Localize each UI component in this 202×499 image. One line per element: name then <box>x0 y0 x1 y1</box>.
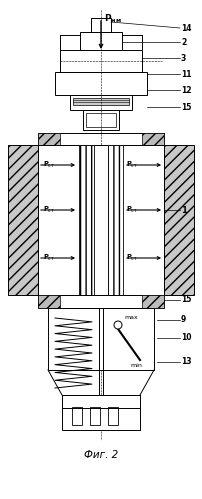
Text: $\mathbf{P_{\mathregular{ст}}}$: $\mathbf{P_{\mathregular{ст}}}$ <box>43 253 55 263</box>
Bar <box>38 295 164 308</box>
Bar <box>79 145 94 295</box>
Bar <box>80 32 122 50</box>
Bar <box>55 72 147 95</box>
Bar <box>142 295 164 308</box>
Circle shape <box>114 321 122 329</box>
Text: $\mathbf{P_{\mathregular{ст}}}$: $\mathbf{P_{\mathregular{ст}}}$ <box>126 253 138 263</box>
Bar <box>38 295 60 308</box>
Bar <box>142 133 164 145</box>
Text: 2: 2 <box>181 37 186 46</box>
Text: $\mathbf{P_{\mathregular{ст}}}$: $\mathbf{P_{\mathregular{ст}}}$ <box>43 160 55 170</box>
Text: 10: 10 <box>181 333 191 342</box>
Bar <box>108 145 123 295</box>
Bar <box>38 145 164 295</box>
Bar <box>48 308 154 370</box>
Text: $\mathbf{P_{\mathregular{ст}}}$: $\mathbf{P_{\mathregular{ст}}}$ <box>126 205 138 215</box>
Text: 13: 13 <box>181 357 191 366</box>
Text: max: max <box>124 315 138 320</box>
Bar <box>164 145 194 295</box>
Text: 11: 11 <box>181 69 191 78</box>
Text: 15: 15 <box>181 102 191 111</box>
Bar <box>91 18 111 32</box>
Bar <box>8 145 38 295</box>
Bar <box>60 50 142 72</box>
Text: 1: 1 <box>181 206 187 215</box>
Text: 15: 15 <box>181 295 191 304</box>
Bar <box>62 395 140 430</box>
Text: min: min <box>130 363 142 368</box>
Text: $\mathbf{P_{\mathregular{ст}}}$: $\mathbf{P_{\mathregular{ст}}}$ <box>43 205 55 215</box>
Text: 9: 9 <box>181 315 186 324</box>
Text: 3: 3 <box>181 53 186 62</box>
Bar <box>73 98 129 105</box>
Bar <box>70 95 132 110</box>
Bar <box>83 110 119 130</box>
Bar <box>38 133 164 145</box>
Text: $\mathbf{P_{\mathregular{ст}}}$: $\mathbf{P_{\mathregular{ст}}}$ <box>126 160 138 170</box>
Text: Фиг. 2: Фиг. 2 <box>84 450 118 460</box>
Bar <box>38 133 60 145</box>
Bar <box>72 407 82 425</box>
Text: 14: 14 <box>181 23 191 32</box>
Text: $\mathbf{P_{\mathregular{нм}}}$: $\mathbf{P_{\mathregular{нм}}}$ <box>104 12 122 24</box>
Bar <box>90 407 100 425</box>
Text: 12: 12 <box>181 85 191 94</box>
Bar <box>86 113 116 127</box>
Bar <box>108 407 118 425</box>
